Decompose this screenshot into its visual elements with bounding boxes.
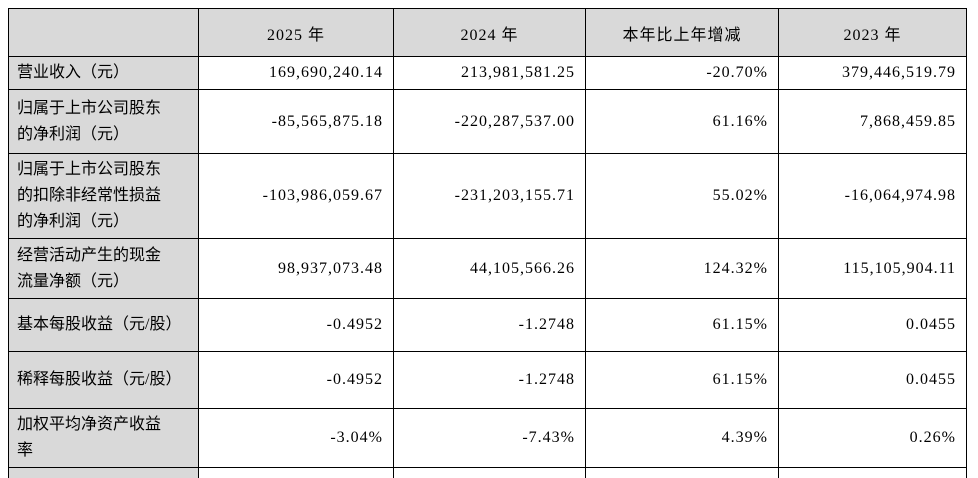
- value-cell: -3.04%: [198, 408, 394, 468]
- table-row-partial: [8, 467, 967, 478]
- table-row: 加权平均净资产收益率 -3.04% -7.43% 4.39% 0.26%: [8, 408, 967, 468]
- value-cell: 4.39%: [585, 408, 779, 468]
- table-body: 营业收入（元） 169,690,240.14 213,981,581.25 -20.7…: [8, 56, 967, 478]
- value-cell: 61.15%: [585, 351, 779, 409]
- value-cell: 379,446,519.79: [778, 56, 967, 90]
- row-label: 基本每股收益（元/股）: [8, 298, 199, 352]
- value-cell: -7.43%: [393, 408, 586, 468]
- row-label: 加权平均净资产收益率: [8, 408, 199, 468]
- header-cell-yoy-change: 本年比上年增减: [585, 8, 779, 57]
- value-cell: [393, 467, 586, 478]
- value-cell: -231,203,155.71: [393, 153, 586, 239]
- table-row: 归属于上市公司股东的扣除非经常性损益的净利润（元） -103,986,059.67…: [8, 153, 967, 239]
- value-cell: 61.15%: [585, 298, 779, 352]
- table-row: 基本每股收益（元/股） -0.4952 -1.2748 61.15% 0.0455: [8, 298, 967, 352]
- header-row: 2025 年 2024 年 本年比上年增减 2023 年: [8, 8, 967, 57]
- value-cell: 61.16%: [585, 89, 779, 154]
- value-cell: 55.02%: [585, 153, 779, 239]
- value-cell: 0.26%: [778, 408, 967, 468]
- row-label: 归属于上市公司股东的扣除非经常性损益的净利润（元）: [8, 153, 199, 239]
- financial-summary-table: 2025 年 2024 年 本年比上年增减 2023 年 营业收入（元） 169,…: [8, 8, 967, 478]
- table-row: 归属于上市公司股东的净利润（元） -85,565,875.18 -220,287,5…: [8, 89, 967, 154]
- value-cell: -220,287,537.00: [393, 89, 586, 154]
- row-label: 稀释每股收益（元/股）: [8, 351, 199, 409]
- row-label: 经营活动产生的现金流量净额（元）: [8, 238, 199, 299]
- value-cell: -20.70%: [585, 56, 779, 90]
- table-row: 稀释每股收益（元/股） -0.4952 -1.2748 61.15% 0.0455: [8, 351, 967, 409]
- value-cell: [778, 467, 967, 478]
- header-cell-blank: [8, 8, 199, 57]
- value-cell: 7,868,459.85: [778, 89, 967, 154]
- header-cell-2025: 2025 年: [198, 8, 394, 57]
- table-row: 营业收入（元） 169,690,240.14 213,981,581.25 -20.7…: [8, 56, 967, 90]
- value-cell: [585, 467, 779, 478]
- value-cell: -85,565,875.18: [198, 89, 394, 154]
- header-cell-2023: 2023 年: [778, 8, 967, 57]
- value-cell: -1.2748: [393, 351, 586, 409]
- table-row: 经营活动产生的现金流量净额（元） 98,937,073.48 44,105,566.…: [8, 238, 967, 299]
- financial-summary-table-wrap: 2025 年 2024 年 本年比上年增减 2023 年 营业收入（元） 169,…: [8, 8, 968, 478]
- value-cell: 0.0455: [778, 298, 967, 352]
- value-cell: 0.0455: [778, 351, 967, 409]
- value-cell: 98,937,073.48: [198, 238, 394, 299]
- value-cell: 169,690,240.14: [198, 56, 394, 90]
- value-cell: 213,981,581.25: [393, 56, 586, 90]
- row-label: 营业收入（元）: [8, 56, 199, 90]
- row-label: [8, 467, 199, 478]
- value-cell: -0.4952: [198, 298, 394, 352]
- value-cell: 124.32%: [585, 238, 779, 299]
- value-cell: 115,105,904.11: [778, 238, 967, 299]
- value-cell: [198, 467, 394, 478]
- value-cell: -0.4952: [198, 351, 394, 409]
- header-cell-2024: 2024 年: [393, 8, 586, 57]
- value-cell: -1.2748: [393, 298, 586, 352]
- value-cell: -16,064,974.98: [778, 153, 967, 239]
- value-cell: 44,105,566.26: [393, 238, 586, 299]
- value-cell: -103,986,059.67: [198, 153, 394, 239]
- row-label: 归属于上市公司股东的净利润（元）: [8, 89, 199, 154]
